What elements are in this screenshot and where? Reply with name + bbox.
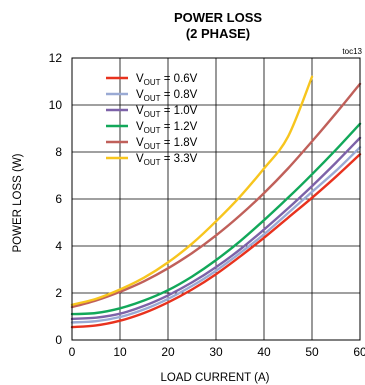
y-tick-label: 4 (55, 239, 62, 253)
y-tick-label: 0 (55, 333, 62, 347)
legend: VOUT = 0.6V VOUT = 0.8V VOUT = 1.0V VOUT = … (106, 73, 198, 167)
x-tick-label: 20 (161, 345, 175, 359)
series-line (70, 75, 314, 306)
data-series (70, 75, 362, 329)
grid-lines (71, 57, 361, 341)
x-tick-label: 40 (257, 345, 271, 359)
y-tick-label: 8 (55, 145, 62, 159)
x-tick-label: 30 (209, 345, 223, 359)
x-tick-label: 60 (353, 345, 365, 359)
legend-label: VOUT = 1.2V (136, 121, 198, 135)
y-tick-label: 12 (49, 51, 63, 65)
x-tick-label: 0 (69, 345, 76, 359)
y-tick-labels: 0 2 4 6 8 10 12 (49, 51, 63, 347)
x-tick-labels: 0 10 20 30 40 50 60 (69, 345, 365, 359)
series-line (70, 153, 362, 329)
legend-label: VOUT = 1.0V (136, 105, 198, 119)
x-tick-label: 50 (305, 345, 319, 359)
legend-label: VOUT = 3.3V (136, 153, 198, 167)
series-line (70, 136, 362, 321)
y-tick-label: 10 (49, 98, 63, 112)
chart-title-line-2: (2 PHASE) (186, 26, 250, 41)
series-line (70, 122, 362, 316)
legend-label: VOUT = 0.8V (136, 89, 198, 103)
chart-title-line-1: POWER LOSS (174, 10, 262, 25)
legend-label: VOUT = 1.8V (136, 137, 198, 151)
figure-tag: toc13 (342, 47, 362, 56)
legend-label: VOUT = 0.6V (136, 73, 198, 87)
x-axis-label: LOAD CURRENT (A) (160, 372, 269, 384)
series-line (70, 146, 362, 324)
y-tick-label: 2 (55, 286, 62, 300)
series-line (70, 82, 362, 309)
plot-frame (71, 57, 361, 341)
y-axis-label: POWER LOSS (W) (12, 153, 24, 252)
x-tick-label: 10 (113, 345, 127, 359)
y-tick-label: 6 (55, 192, 62, 206)
